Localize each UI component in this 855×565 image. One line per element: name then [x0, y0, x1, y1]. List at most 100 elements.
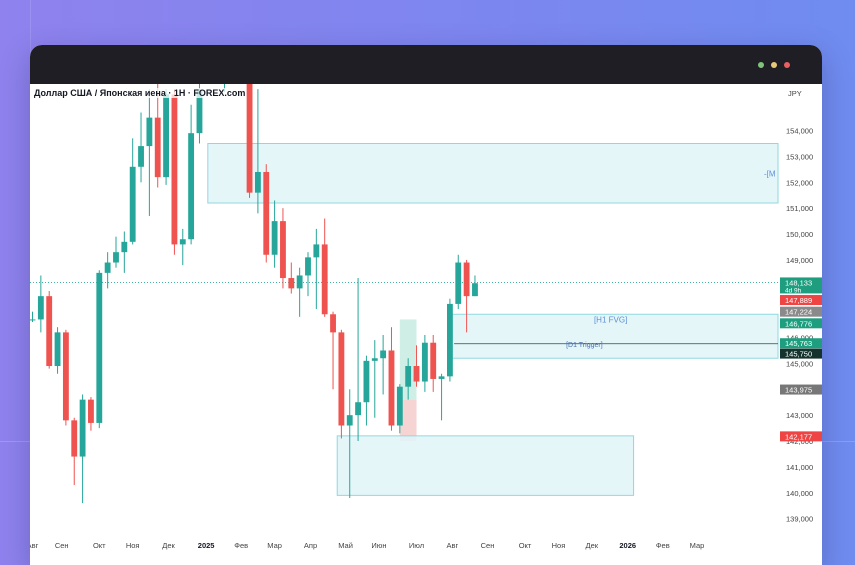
- zone-upper: [207, 143, 779, 204]
- price-tag-5: 145,750: [785, 350, 812, 359]
- trigger-layer: [D1 Trigger]: [454, 342, 778, 349]
- price-tag-bg-6: [780, 384, 822, 395]
- x-tick-label-1: Сен: [55, 541, 69, 550]
- y-tick-label-2: 152,000: [786, 178, 813, 187]
- candle-body-36: [363, 360, 370, 403]
- app-window: -[M [H1 FVG] [D1 Trigger] JPY 154,000 153,0…: [30, 45, 822, 565]
- candle-body-17: [171, 94, 178, 245]
- candle-body-35: [355, 402, 362, 416]
- candle-body-41: [405, 366, 412, 387]
- maximize-dot-icon[interactable]: [758, 62, 764, 68]
- x-tick-label-11: Июл: [409, 541, 424, 550]
- candle-body-0: [30, 319, 36, 321]
- price-tag-bg-2: [780, 306, 822, 317]
- candle-body-3: [54, 332, 61, 367]
- candle-body-40: [396, 386, 403, 426]
- candle-body-11: [121, 241, 128, 253]
- x-tick-label-6: Фев: [234, 541, 248, 550]
- candle-body-47: [455, 262, 462, 304]
- candle-body-25: [271, 221, 278, 255]
- trigger-label: [D1 Trigger]: [566, 342, 603, 349]
- candle-body-15: [154, 117, 161, 178]
- price-tag-2: 147,224: [785, 308, 812, 317]
- minimize-dot-icon[interactable]: [771, 62, 777, 68]
- candle-body-8: [96, 272, 103, 423]
- candle-body-5: [71, 420, 78, 457]
- price-tag-bg-0: [780, 277, 822, 294]
- price-tag-bg-4: [780, 338, 822, 349]
- candle-body-43: [421, 342, 428, 382]
- y-tick-label-0: 154,000: [786, 127, 813, 136]
- zone-h1-fvg-label: [H1 FVG]: [594, 315, 627, 324]
- time-axis-layer: Авг Сен Окт Ноя Дек 2025 Фев Мар Апр Май Июн Июл Авг…: [30, 541, 704, 550]
- price-tag-0: 148,133: [785, 278, 812, 287]
- candles-layer: [30, 63, 478, 504]
- chart-area[interactable]: -[M [H1 FVG] [D1 Trigger] JPY 154,000 153,0…: [30, 63, 822, 565]
- candle-body-28: [296, 275, 303, 289]
- candle-body-18: [179, 239, 186, 245]
- x-tick-label-3: Ноя: [126, 541, 140, 550]
- close-dot-icon[interactable]: [784, 62, 790, 68]
- title-bar: [30, 45, 822, 84]
- candle-body-30: [313, 244, 320, 258]
- candle-body-1: [37, 296, 44, 320]
- candle-body-31: [321, 244, 328, 315]
- highlight-red: [399, 399, 417, 442]
- zone-lower: [336, 435, 635, 496]
- candle-body-49: [472, 283, 478, 297]
- candle-body-42: [413, 366, 420, 382]
- x-tick-label-5: 2025: [198, 541, 215, 550]
- candle-body-14: [146, 117, 153, 147]
- price-tag-3: 146,776: [785, 319, 812, 328]
- price-tag-bg-7: [780, 431, 822, 442]
- x-tick-label-4: Дек: [162, 541, 175, 550]
- candle-body-29: [305, 257, 311, 276]
- candle-body-13: [138, 146, 144, 167]
- y-tick-label-8: 146,000: [786, 334, 813, 343]
- x-tick-label-7: Мар: [267, 541, 282, 550]
- price-tag-4: 145,763: [785, 339, 812, 348]
- candle-body-2: [46, 296, 53, 367]
- x-tick-label-8: Апр: [304, 541, 317, 550]
- y-tick-label-3: 151,000: [786, 204, 813, 213]
- y-tick-label-15: 139,000: [786, 515, 813, 524]
- y-tick-label-14: 140,000: [786, 489, 813, 498]
- y-tick-label-13: 141,000: [786, 463, 813, 472]
- candle-body-22: [246, 71, 253, 193]
- price-axis-layer: JPY 154,000 153,000 152,000 151,000 150,000 14…: [780, 89, 822, 524]
- candle-body-19: [188, 133, 195, 240]
- price-tag-1: 147,889: [785, 296, 812, 305]
- y-tick-label-4: 150,000: [786, 230, 813, 239]
- x-tick-label-14: Окт: [519, 541, 532, 550]
- x-tick-label-9: Май: [338, 541, 353, 550]
- candle-body-7: [88, 399, 94, 423]
- candle-body-45: [438, 376, 445, 379]
- price-chart[interactable]: -[M [H1 FVG] [D1 Trigger] JPY 154,000 153,0…: [30, 63, 822, 565]
- candle-body-9: [104, 262, 111, 273]
- price-tag-bg-5: [780, 348, 822, 359]
- candle-body-23: [254, 171, 261, 193]
- candle-body-38: [380, 350, 387, 359]
- candle-body-46: [446, 303, 453, 377]
- candle-body-44: [430, 342, 437, 379]
- price-tag-6: 143,975: [785, 386, 812, 395]
- zone-upper-label: -[M: [764, 169, 776, 178]
- candle-body-34: [346, 415, 353, 426]
- x-tick-label-16: Дек: [586, 541, 599, 550]
- candle-body-39: [388, 350, 395, 426]
- x-tick-label-18: Фев: [656, 541, 670, 550]
- x-tick-label-2: Окт: [93, 541, 106, 550]
- candle-body-33: [338, 332, 345, 426]
- candle-body-26: [280, 221, 286, 279]
- x-tick-label-0: Авг: [30, 541, 39, 550]
- x-tick-label-15: Ноя: [552, 541, 566, 550]
- candle-body-32: [330, 314, 336, 333]
- price-tag-7: 142,177: [785, 432, 812, 441]
- candle-body-10: [113, 252, 119, 263]
- candle-body-24: [263, 171, 270, 255]
- price-tag-bg-3: [780, 318, 822, 329]
- y-tick-label-1: 153,000: [786, 152, 813, 161]
- zone-h1-fvg: [449, 313, 779, 359]
- candle-body-20: [196, 89, 203, 134]
- candle-body-37: [371, 358, 378, 361]
